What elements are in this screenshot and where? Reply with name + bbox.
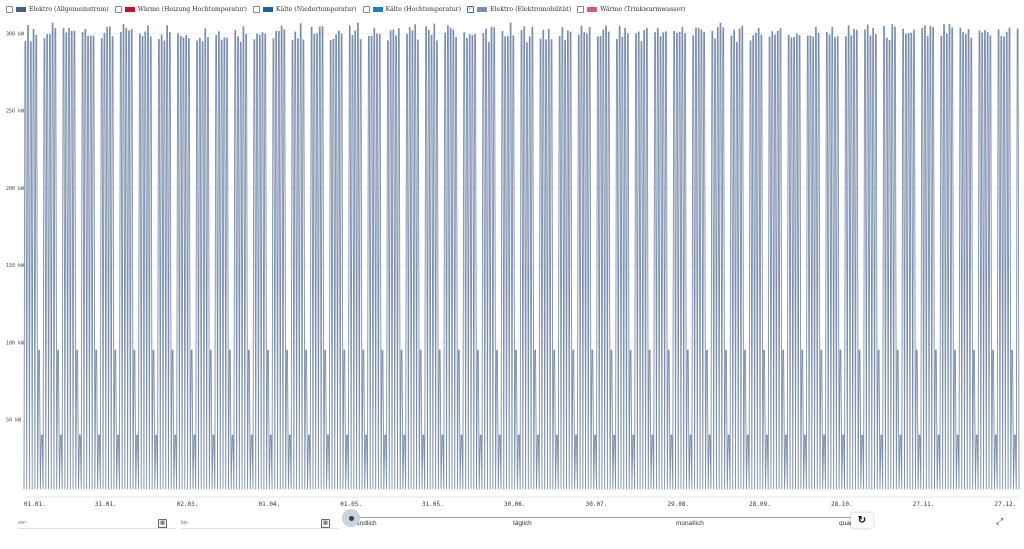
- slider-tick-hourly[interactable]: stündlich: [351, 520, 377, 527]
- legend-checkbox[interactable]: [6, 5, 13, 13]
- resolution-slider-handle[interactable]: [342, 509, 360, 527]
- legend-swatch: [16, 6, 26, 12]
- line-chart: 50 kW 100 kW 150 kW 200 kW 250 kW 300 kW 01.01…: [6, 22, 1020, 508]
- legend-swatch: [124, 6, 135, 12]
- x-tick-label: 02.03.: [177, 501, 199, 508]
- y-tick-label: 250 kW: [6, 109, 25, 115]
- x-tick-label: 29.08.: [667, 501, 689, 508]
- legend-swatch: [262, 6, 273, 12]
- legend-label: Wärme (Trinkwarmwasser): [600, 5, 686, 13]
- y-tick-label: 200 kW: [6, 186, 25, 192]
- x-tick-label: 28.10.: [831, 501, 853, 508]
- series-line: [23, 22, 1020, 490]
- legend-checkbox[interactable]: [362, 5, 370, 13]
- legend-label: Kälte (Hochtemperatur): [385, 5, 462, 13]
- legend-label: Wärme (Heizung Hochtemperatur): [137, 5, 247, 13]
- calendar-icon[interactable]: ▦: [321, 518, 330, 528]
- y-tick-label: 50 kW: [6, 418, 22, 424]
- legend-item[interactable]: Kälte (Hochtemperatur): [362, 5, 462, 13]
- x-tick-label: 30.06.: [504, 501, 526, 508]
- y-tick-label: 300 kW: [6, 31, 25, 37]
- slider-handle-dot: [348, 515, 354, 521]
- legend-label: Elektro (Elektromobilität): [490, 5, 572, 13]
- slider-tick-monthly[interactable]: monatlich: [676, 520, 704, 527]
- slider-tick-quarterly[interactable]: quartalsweise: [839, 520, 853, 527]
- expand-icon[interactable]: ⤢: [996, 516, 1004, 526]
- legend-checkbox[interactable]: ✓: [467, 5, 475, 13]
- legend-checkbox[interactable]: [114, 5, 122, 13]
- legend-swatch: [477, 6, 488, 12]
- chart-legend: Elektro (Allgemeinstrom) Wärme (Heizung H…: [6, 3, 692, 15]
- x-tick-label: 01.01.: [24, 501, 46, 508]
- x-tick-label: 31.05.: [422, 501, 444, 508]
- legend-item[interactable]: Wärme (Trinkwarmwasser): [577, 5, 686, 13]
- legend-label: Elektro (Allgemeinstrom): [29, 5, 109, 13]
- resolution-slider-track[interactable]: [351, 517, 861, 518]
- x-tick-label: 01.05.: [340, 501, 362, 508]
- legend-swatch: [587, 6, 598, 12]
- date-to-input[interactable]: [181, 520, 321, 526]
- legend-checkbox[interactable]: [252, 5, 260, 13]
- date-to-field[interactable]: ▦: [181, 517, 339, 529]
- legend-item[interactable]: Kälte (Niedertemperatur): [252, 5, 357, 13]
- legend-item[interactable]: ✓ Elektro (Elektromobilität): [467, 5, 572, 13]
- legend-item[interactable]: Wärme (Heizung Hochtemperatur): [114, 5, 247, 13]
- legend-swatch: [372, 6, 383, 12]
- date-from-input[interactable]: [18, 520, 158, 526]
- legend-item[interactable]: Elektro (Allgemeinstrom): [6, 5, 109, 13]
- x-tick-label: 27.12.: [995, 501, 1017, 508]
- x-tick-label: 31.01.: [95, 501, 117, 508]
- reset-icon: ↻: [857, 515, 867, 526]
- x-tick-label: 30.07.: [586, 501, 608, 508]
- x-tick-label: 28.09.: [749, 501, 771, 508]
- slider-tick-daily[interactable]: täglich: [513, 520, 532, 527]
- date-from-field[interactable]: ▦: [18, 517, 176, 529]
- calendar-icon[interactable]: ▦: [158, 518, 167, 528]
- y-tick-label: 150 kW: [6, 263, 25, 269]
- y-tick-label: 100 kW: [6, 340, 25, 346]
- legend-label: Kälte (Niedertemperatur): [275, 5, 357, 13]
- x-tick-label: 01.04.: [258, 501, 280, 508]
- reset-zoom-button[interactable]: ↻: [851, 513, 873, 528]
- field-underline: [18, 528, 176, 529]
- x-tick-label: 27.11.: [913, 501, 935, 508]
- bottom-controls: ▦ ▦ stündlich täglich monatlich quartals…: [0, 508, 1024, 548]
- field-underline: [181, 528, 339, 529]
- legend-checkbox[interactable]: [577, 5, 585, 13]
